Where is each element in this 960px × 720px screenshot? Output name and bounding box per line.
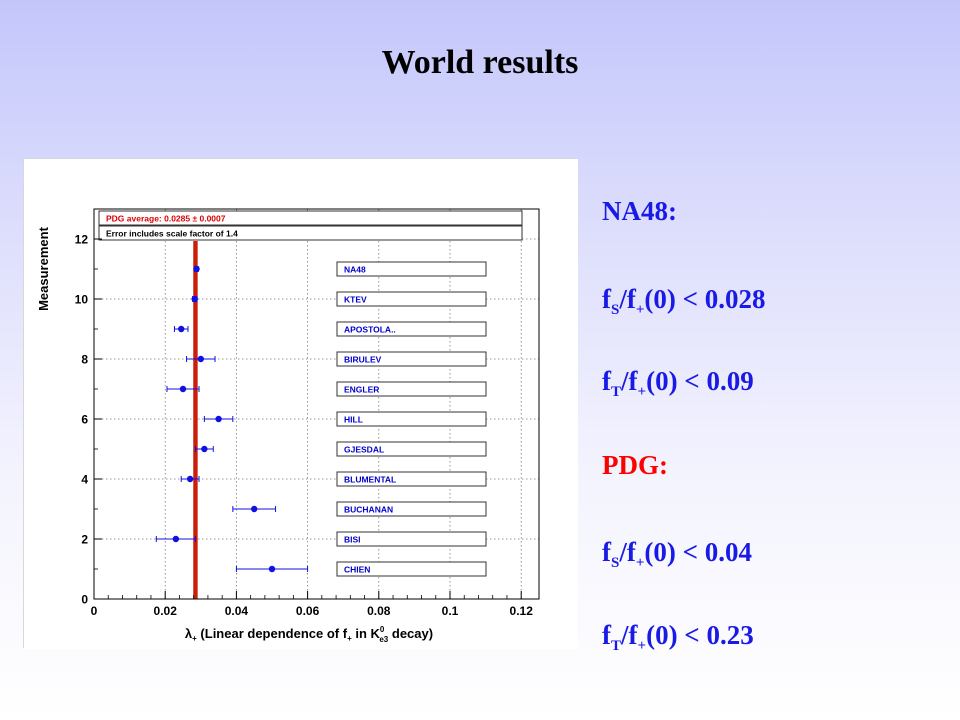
experiment-label: GJESDAL (344, 445, 384, 455)
x-tick-label: 0.12 (510, 604, 534, 618)
na48-ft-sub1: T (611, 384, 622, 400)
y-tick-label: 4 (81, 473, 88, 487)
x-tick-label: 0.06 (296, 604, 320, 618)
y-tick-label: 12 (75, 233, 89, 247)
pdg-fs-tail: (0) < 0.04 (644, 537, 753, 567)
x-axis-title-post1: in K (352, 626, 381, 641)
scale-note-label: Error includes scale factor of 1.4 (106, 229, 238, 239)
na48-ft-sub2: + (637, 384, 647, 400)
average-band (193, 241, 198, 599)
data-point (268, 565, 276, 573)
pdg-ft-limit: fT/f+(0) < 0.23 (602, 620, 754, 654)
experiment-label: BUCHANAN (344, 505, 393, 515)
pdg-fs-sub2: + (635, 555, 645, 571)
x-axis-title-mid: (Linear dependence of f (197, 626, 348, 641)
experiment-label-box (336, 471, 487, 487)
na48-heading: NA48: (602, 196, 677, 226)
experiment-labels: NA48 KTEV APOSTOLA.. BIRULEV ENGLER HILL GJESD… (336, 261, 487, 577)
experiment-label: APOSTOLA.. (344, 325, 396, 335)
na48-fs-base: f (602, 284, 611, 314)
experiment-label: BLUMENTAL (344, 475, 396, 485)
experiment-label-box (336, 291, 487, 307)
pdg-fs-sub1: S (611, 555, 620, 571)
pdg-ft-sub2: + (637, 638, 647, 654)
pdg-header: PDG average: 0.0285 ± 0.0007 Error inclu… (98, 210, 523, 241)
experiment-label: CHIEN (344, 565, 370, 575)
experiment-label: HILL (344, 415, 363, 425)
pdg-heading: PDG: (602, 450, 668, 480)
na48-ft-tail: (0) < 0.09 (646, 366, 754, 396)
pdg-average-label: PDG average: 0.0285 ± 0.0007 (106, 214, 226, 224)
y-tick-label: 10 (75, 293, 89, 307)
data-point (251, 505, 258, 513)
experiment-label: BISI (344, 535, 361, 545)
data-point (186, 475, 194, 483)
chart-svg: PDG average: 0.0285 ± 0.0007 Error inclu… (24, 159, 578, 649)
pdg-fs-base: f (602, 537, 611, 567)
data-point (215, 415, 222, 423)
data-point (193, 265, 200, 273)
x-axis-title-post1-sup: 0 (380, 625, 385, 634)
pdg-fs-limit: fS/f+(0) < 0.04 (602, 537, 753, 571)
na48-fs-sub1: S (611, 302, 620, 318)
na48-fs-tail: (0) < 0.028 (644, 284, 766, 314)
x-tick-label: 0.04 (225, 604, 249, 618)
pdg-ft-base: f (602, 620, 611, 650)
pdg-average-box (98, 210, 523, 226)
y-tick-label: 6 (81, 413, 88, 427)
y-tick-label: 2 (81, 533, 88, 547)
x-tick-label: 0.02 (154, 604, 178, 618)
data-point (179, 385, 187, 393)
data-point (197, 355, 204, 363)
na48-ft-base: f (602, 366, 611, 396)
x-axis-title: λ+ (Linear dependence of f+ in K0 e3 deca… (185, 625, 433, 644)
experiment-label-box (336, 321, 487, 337)
experiment-label-box (336, 441, 487, 457)
experiment-label-box (336, 531, 487, 547)
pdg-ft-tail: (0) < 0.23 (646, 620, 754, 650)
x-tick-label: 0.1 (442, 604, 459, 618)
axes: 0 0.02 0.04 0.06 0.08 0.1 0.12 0 2 4 6 8 10 12 (75, 208, 540, 618)
y-tick-label: 0 (81, 593, 88, 607)
x-tick-label: 0 (91, 604, 98, 618)
x-axis-title-mid-sub: + (347, 634, 352, 643)
experiment-label: ENGLER (344, 385, 379, 395)
y-axis-title: Measurement (36, 226, 51, 310)
y-tick-label: 8 (81, 353, 88, 367)
na48-fs-sub2: + (635, 302, 645, 318)
na48-ft-mid: /f (621, 366, 638, 396)
scale-note-box (98, 225, 523, 241)
na48-fs-mid: /f (619, 284, 636, 314)
experiment-label: NA48 (344, 265, 366, 275)
pdg-fs-mid: /f (619, 537, 636, 567)
pdg-ft-mid: /f (621, 620, 638, 650)
slide-title: World results (381, 44, 579, 81)
experiment-label-box (336, 411, 487, 427)
experiment-label-box (336, 561, 487, 577)
x-axis-title-pre-sub: + (192, 634, 197, 643)
pdg-ft-sub1: T (611, 638, 622, 654)
na48-ft-limit: fT/f+(0) < 0.09 (602, 366, 754, 400)
data-point (172, 535, 180, 543)
x-axis-title-post2: decay) (388, 626, 433, 641)
na48-fs-limit: fS/f+(0) < 0.028 (602, 284, 766, 318)
plot-border (93, 208, 540, 600)
experiment-label-box (336, 501, 487, 517)
average-line (193, 241, 198, 599)
experiment-label-box (336, 261, 487, 277)
x-axis-title-pre: λ (185, 626, 193, 641)
data-point (178, 325, 185, 333)
experiment-label: KTEV (344, 295, 367, 305)
experiment-label-box (336, 351, 487, 367)
experiment-label: BIRULEV (344, 355, 382, 365)
chart-panel: PDG average: 0.0285 ± 0.0007 Error inclu… (23, 158, 578, 649)
data-point (201, 445, 208, 453)
experiment-label-box (336, 381, 487, 397)
data-points (155, 265, 309, 573)
data-point (191, 295, 198, 303)
x-tick-label: 0.08 (367, 604, 391, 618)
x-axis-title-post1-sub: e3 (379, 635, 388, 644)
